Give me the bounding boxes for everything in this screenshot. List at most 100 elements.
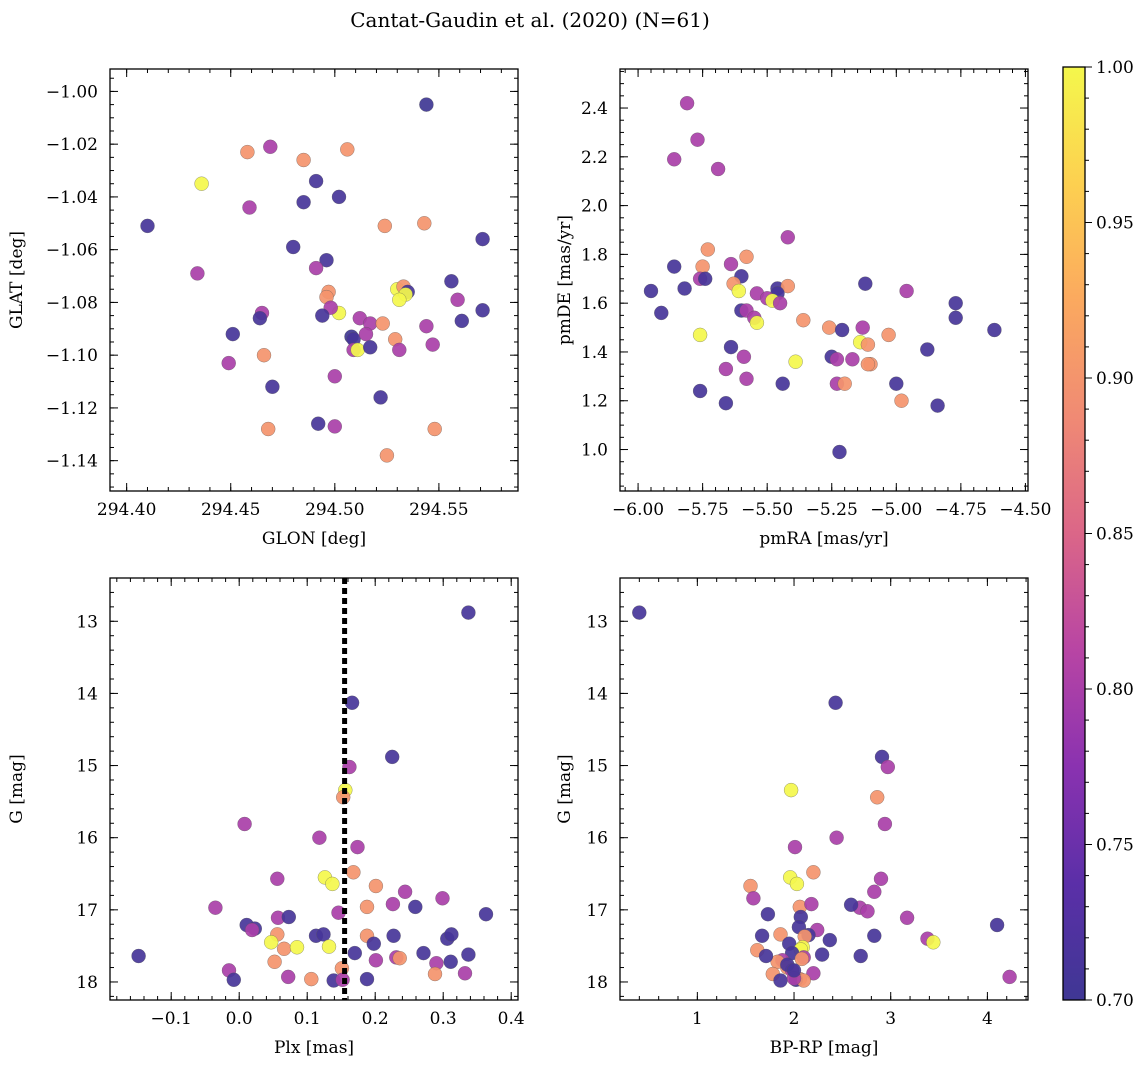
figure-title: Cantat-Gaudin et al. (2020) (N=61) xyxy=(350,8,710,32)
y-tick-label: 1.0 xyxy=(581,441,608,461)
data-point xyxy=(392,342,407,358)
x-tick-label: −6.00 xyxy=(612,500,664,520)
y-tick-label: −1.02 xyxy=(46,135,98,155)
data-point xyxy=(773,927,788,942)
y-tick-label: 1.2 xyxy=(581,392,608,412)
data-point xyxy=(221,355,236,371)
y-axis-label: GLAT [deg] xyxy=(7,231,27,329)
data-point xyxy=(773,973,788,988)
data-point xyxy=(308,173,324,189)
x-tick-label: −5.75 xyxy=(677,500,729,520)
data-point xyxy=(899,910,915,926)
data-point xyxy=(304,971,319,987)
data-point xyxy=(379,448,395,463)
data-point xyxy=(899,283,914,299)
data-point xyxy=(794,951,810,967)
data-point xyxy=(375,316,390,331)
data-point xyxy=(930,398,945,413)
data-point xyxy=(289,940,305,955)
data-point xyxy=(368,953,384,968)
data-point xyxy=(873,871,889,887)
data-point xyxy=(829,830,844,845)
data-point xyxy=(731,283,747,299)
data-point xyxy=(860,337,876,352)
y-axis-label: G [mag] xyxy=(7,754,27,823)
data-point xyxy=(775,376,790,391)
data-point xyxy=(666,152,682,167)
data-point xyxy=(419,97,434,112)
x-tick-label: 0.1 xyxy=(294,1009,321,1029)
colorbar-tick-label: 0.85 xyxy=(1096,525,1134,545)
data-point xyxy=(454,313,470,329)
data-point xyxy=(265,379,280,395)
y-axis-label: G [mag] xyxy=(555,754,575,823)
x-tick-label: −5.50 xyxy=(741,500,793,520)
panel-parallax-magnitude: −0.1 0.0 0.1 0.2 0.3 0.4 13 14 15 16 17 18 Plx [mas]… xyxy=(7,577,525,1058)
data-point xyxy=(419,318,434,334)
scatter-points xyxy=(131,605,494,988)
data-point xyxy=(1002,969,1017,985)
data-point xyxy=(312,830,327,845)
ticks xyxy=(110,69,518,491)
y-tick-label: 13 xyxy=(76,612,98,632)
data-point xyxy=(858,276,873,291)
data-point xyxy=(131,948,146,964)
x-tick-label: 0.2 xyxy=(362,1009,389,1029)
data-point xyxy=(417,216,432,231)
scatter-points xyxy=(643,95,1002,460)
data-point xyxy=(788,354,803,369)
data-point xyxy=(786,963,802,978)
data-point xyxy=(310,416,326,431)
data-point xyxy=(926,935,941,950)
data-point xyxy=(457,966,473,981)
x-tick-label: 0.4 xyxy=(498,1009,525,1029)
data-point xyxy=(392,292,407,308)
data-point xyxy=(853,948,868,964)
y-tick-label: −1.10 xyxy=(46,346,98,366)
data-point xyxy=(208,900,223,915)
data-point xyxy=(281,909,297,925)
data-point xyxy=(359,971,375,987)
data-point xyxy=(834,322,850,338)
data-point xyxy=(270,871,285,887)
data-point xyxy=(837,376,852,391)
data-point xyxy=(723,339,739,355)
data-point xyxy=(237,816,252,832)
data-point xyxy=(948,310,963,326)
data-point xyxy=(710,161,726,177)
x-tick-label: 1 xyxy=(692,1009,703,1029)
data-point xyxy=(679,95,695,111)
x-tick-label: −0.1 xyxy=(151,1009,192,1029)
data-point xyxy=(443,954,458,970)
data-point xyxy=(296,152,311,168)
data-point xyxy=(828,695,843,711)
panels: 294.40 294.45 294.50 294.55 −1.14 −1.12 −1.10 −… xyxy=(7,68,1051,1058)
data-point xyxy=(880,759,896,775)
y-tick-label: 2.0 xyxy=(581,197,608,217)
data-point xyxy=(240,144,255,160)
axes-frame xyxy=(109,577,519,1001)
data-point xyxy=(366,936,382,951)
data-point xyxy=(327,419,343,434)
x-tick-label: 294.40 xyxy=(97,500,156,520)
data-point xyxy=(308,260,324,276)
y-tick-label: −1.04 xyxy=(46,188,98,208)
data-point xyxy=(754,928,770,944)
data-point xyxy=(194,176,209,191)
data-point xyxy=(225,326,241,342)
data-point xyxy=(772,295,788,311)
data-point xyxy=(327,369,343,384)
data-point xyxy=(783,782,799,798)
data-point xyxy=(263,139,278,155)
data-point xyxy=(697,271,713,287)
y-tick-label: 1.6 xyxy=(581,294,608,314)
data-point xyxy=(867,884,882,900)
data-point xyxy=(677,281,692,296)
data-point xyxy=(416,945,431,961)
y-tick-label: 14 xyxy=(76,684,98,704)
data-point xyxy=(321,939,337,954)
data-point xyxy=(350,342,365,358)
data-point xyxy=(408,899,423,915)
data-point xyxy=(692,327,708,343)
data-point xyxy=(760,906,776,922)
